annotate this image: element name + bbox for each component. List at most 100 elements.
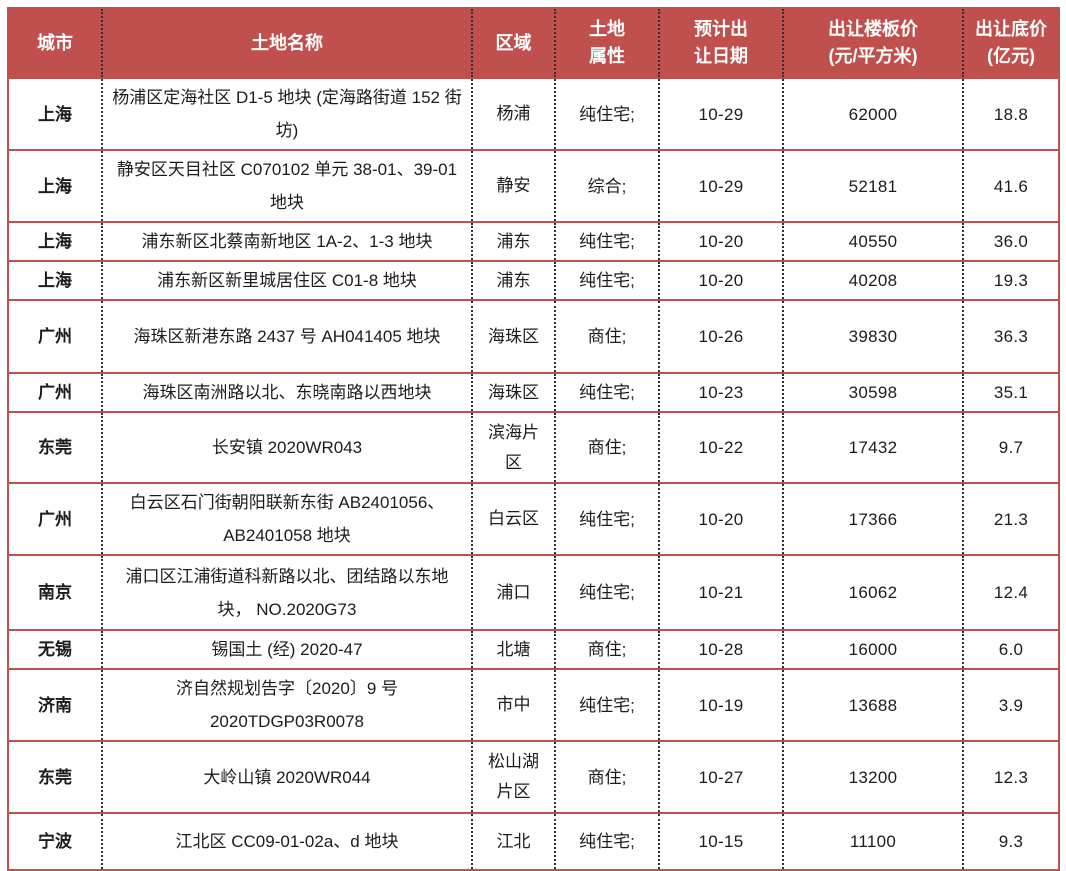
table-row: 东莞 长安镇 2020WR043 滨海片区 商住; 10-22 17432 9.7 [7, 411, 1060, 484]
cell-base-price: 41.6 [962, 149, 1060, 223]
cell-city: 无锡 [7, 629, 103, 670]
cell-attribute: 纯住宅; [554, 77, 660, 151]
cell-land-name: 杨浦区定海社区 D1-5 地块 (定海路街道 152 街坊) [101, 77, 473, 151]
col-header-city: 城市 [7, 8, 103, 79]
cell-city: 东莞 [7, 740, 103, 814]
cell-attribute: 商住; [554, 629, 660, 670]
cell-attribute: 纯住宅; [554, 372, 660, 413]
table-row: 济南 济自然规划告字〔2020〕9 号 2020TDGP03R0078 市中 纯住宅;… [7, 668, 1060, 742]
cell-date: 10-28 [658, 629, 784, 670]
cell-district: 杨浦 [471, 77, 556, 151]
cell-land-name: 大岭山镇 2020WR044 [101, 740, 473, 814]
cell-date: 10-29 [658, 149, 784, 223]
cell-attribute: 商住; [554, 299, 660, 374]
cell-base-price: 9.3 [962, 812, 1060, 871]
land-supply-table: 城市 土地名称 区域 土地 属性 预计出 让日期 出让楼板价 (元/平方米) 出… [7, 7, 1060, 871]
table-header: 城市 土地名称 区域 土地 属性 预计出 让日期 出让楼板价 (元/平方米) 出… [7, 8, 1060, 79]
cell-date: 10-22 [658, 411, 784, 484]
cell-floor-price: 39830 [782, 299, 964, 374]
cell-city: 广州 [7, 482, 103, 556]
cell-district: 江北 [471, 812, 556, 871]
cell-floor-price: 17432 [782, 411, 964, 484]
page: 城市 土地名称 区域 土地 属性 预计出 让日期 出让楼板价 (元/平方米) 出… [7, 7, 1060, 871]
cell-city: 上海 [7, 260, 103, 301]
cell-land-name: 锡国土 (经) 2020-47 [101, 629, 473, 670]
cell-floor-price: 52181 [782, 149, 964, 223]
table-row: 南京 浦口区江浦街道科新路以北、团结路以东地块， NO.2020G73 浦口 纯住宅;… [7, 554, 1060, 631]
cell-date: 10-29 [658, 77, 784, 151]
table-body: 上海 杨浦区定海社区 D1-5 地块 (定海路街道 152 街坊) 杨浦 纯住宅; 10… [7, 77, 1060, 871]
cell-floor-price: 40208 [782, 260, 964, 301]
table-row: 上海 杨浦区定海社区 D1-5 地块 (定海路街道 152 街坊) 杨浦 纯住宅; 10… [7, 77, 1060, 151]
cell-land-name: 海珠区新港东路 2437 号 AH041405 地块 [101, 299, 473, 374]
cell-city: 上海 [7, 77, 103, 151]
table-row: 宁波 江北区 CC09-01-02a、d 地块 江北 纯住宅; 10-15 11100 9.… [7, 812, 1060, 871]
cell-date: 10-20 [658, 260, 784, 301]
cell-base-price: 36.3 [962, 299, 1060, 374]
table-row: 上海 浦东新区新里城居住区 C01-8 地块 浦东 纯住宅; 10-20 40208 19.… [7, 260, 1060, 301]
cell-city: 宁波 [7, 812, 103, 871]
cell-attribute: 商住; [554, 411, 660, 484]
col-header-land-name: 土地名称 [101, 8, 473, 79]
cell-land-name: 济自然规划告字〔2020〕9 号 2020TDGP03R0078 [101, 668, 473, 742]
cell-district: 滨海片区 [471, 411, 556, 484]
cell-floor-price: 16062 [782, 554, 964, 631]
cell-date: 10-21 [658, 554, 784, 631]
cell-land-name: 浦东新区新里城居住区 C01-8 地块 [101, 260, 473, 301]
cell-city: 上海 [7, 221, 103, 262]
cell-date: 10-26 [658, 299, 784, 374]
cell-city: 济南 [7, 668, 103, 742]
col-header-floor-price: 出让楼板价 (元/平方米) [782, 8, 964, 79]
cell-floor-price: 16000 [782, 629, 964, 670]
table-row: 上海 静安区天目社区 C070102 单元 38-01、39-01 地块 静安 综合;… [7, 149, 1060, 223]
cell-base-price: 21.3 [962, 482, 1060, 556]
table-row: 广州 海珠区新港东路 2437 号 AH041405 地块 海珠区 商住; 10-26 3… [7, 299, 1060, 374]
table-row: 东莞 大岭山镇 2020WR044 松山湖片区 商住; 10-27 13200 12.3 [7, 740, 1060, 814]
cell-base-price: 36.0 [962, 221, 1060, 262]
cell-attribute: 综合; [554, 149, 660, 223]
col-header-attribute: 土地 属性 [554, 8, 660, 79]
cell-city: 南京 [7, 554, 103, 631]
cell-attribute: 纯住宅; [554, 668, 660, 742]
table-row: 广州 白云区石门街朝阳联新东街 AB2401056、AB2401058 地块 白云区… [7, 482, 1060, 556]
cell-base-price: 18.8 [962, 77, 1060, 151]
cell-floor-price: 62000 [782, 77, 964, 151]
cell-floor-price: 11100 [782, 812, 964, 871]
cell-floor-price: 30598 [782, 372, 964, 413]
cell-district: 松山湖片区 [471, 740, 556, 814]
cell-floor-price: 13200 [782, 740, 964, 814]
cell-floor-price: 17366 [782, 482, 964, 556]
cell-base-price: 9.7 [962, 411, 1060, 484]
table-row: 无锡 锡国土 (经) 2020-47 北塘 商住; 10-28 16000 6.0 [7, 629, 1060, 670]
cell-attribute: 纯住宅; [554, 554, 660, 631]
cell-land-name: 江北区 CC09-01-02a、d 地块 [101, 812, 473, 871]
cell-city: 东莞 [7, 411, 103, 484]
cell-base-price: 3.9 [962, 668, 1060, 742]
cell-district: 海珠区 [471, 299, 556, 374]
cell-date: 10-20 [658, 221, 784, 262]
cell-district: 市中 [471, 668, 556, 742]
cell-attribute: 纯住宅; [554, 221, 660, 262]
cell-base-price: 12.4 [962, 554, 1060, 631]
table-row: 广州 海珠区南洲路以北、东晓南路以西地块 海珠区 纯住宅; 10-23 30598 35.1 [7, 372, 1060, 413]
cell-city: 广州 [7, 372, 103, 413]
cell-land-name: 长安镇 2020WR043 [101, 411, 473, 484]
cell-attribute: 纯住宅; [554, 260, 660, 301]
cell-base-price: 35.1 [962, 372, 1060, 413]
cell-date: 10-27 [658, 740, 784, 814]
table-row: 上海 浦东新区北蔡南新地区 1A-2、1-3 地块 浦东 纯住宅; 10-20 40550… [7, 221, 1060, 262]
cell-date: 10-19 [658, 668, 784, 742]
cell-base-price: 12.3 [962, 740, 1060, 814]
cell-district: 白云区 [471, 482, 556, 556]
col-header-district: 区域 [471, 8, 556, 79]
cell-district: 浦东 [471, 260, 556, 301]
cell-floor-price: 13688 [782, 668, 964, 742]
col-header-date: 预计出 让日期 [658, 8, 784, 79]
cell-land-name: 静安区天目社区 C070102 单元 38-01、39-01 地块 [101, 149, 473, 223]
cell-district: 静安 [471, 149, 556, 223]
cell-attribute: 商住; [554, 740, 660, 814]
cell-district: 浦东 [471, 221, 556, 262]
cell-base-price: 19.3 [962, 260, 1060, 301]
cell-date: 10-15 [658, 812, 784, 871]
cell-land-name: 浦口区江浦街道科新路以北、团结路以东地块， NO.2020G73 [101, 554, 473, 631]
